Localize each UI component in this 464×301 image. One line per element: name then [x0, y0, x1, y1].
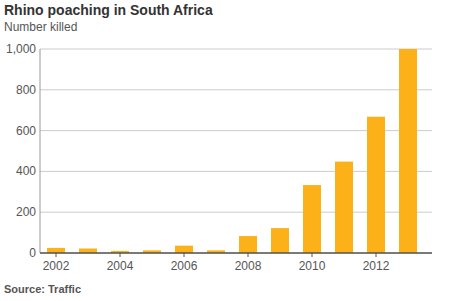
x-tick	[184, 253, 185, 257]
x-tick	[120, 253, 121, 257]
x-tick-label: 2010	[299, 259, 326, 273]
y-tick-label: 1,000	[6, 42, 36, 56]
y-tick-label: 600	[16, 124, 36, 138]
y-tick-label: 400	[16, 164, 36, 178]
bar	[271, 228, 289, 253]
x-axis	[40, 252, 432, 254]
grid-line	[40, 253, 432, 254]
bars	[47, 49, 417, 253]
x-tick	[376, 253, 377, 257]
y-axis	[40, 49, 41, 253]
source: Source: Traffic	[4, 283, 81, 295]
y-tick-label: 200	[16, 205, 36, 219]
x-tick	[312, 253, 313, 257]
y-tick-label: 0	[29, 246, 36, 260]
bar	[47, 248, 65, 253]
bar	[239, 236, 257, 253]
x-tick-label: 2002	[43, 259, 70, 273]
x-tick-label: 2006	[171, 259, 198, 273]
x-tick-label: 2008	[235, 259, 262, 273]
x-tick-label: 2012	[363, 259, 390, 273]
title: Rhino poaching in South Africa	[4, 2, 213, 18]
subtitle: Number killed	[4, 20, 77, 34]
grid-line	[40, 49, 432, 50]
bar	[175, 246, 193, 253]
x-tick	[56, 253, 57, 257]
chart: Rhino poaching in South Africa Number kil…	[0, 0, 464, 301]
y-tick-label: 800	[16, 83, 36, 97]
bar	[367, 117, 385, 253]
bar	[303, 185, 321, 253]
x-tick	[248, 253, 249, 257]
x-tick-label: 2004	[107, 259, 134, 273]
grid-line	[40, 89, 432, 90]
bar	[399, 49, 417, 253]
bar	[335, 162, 353, 253]
